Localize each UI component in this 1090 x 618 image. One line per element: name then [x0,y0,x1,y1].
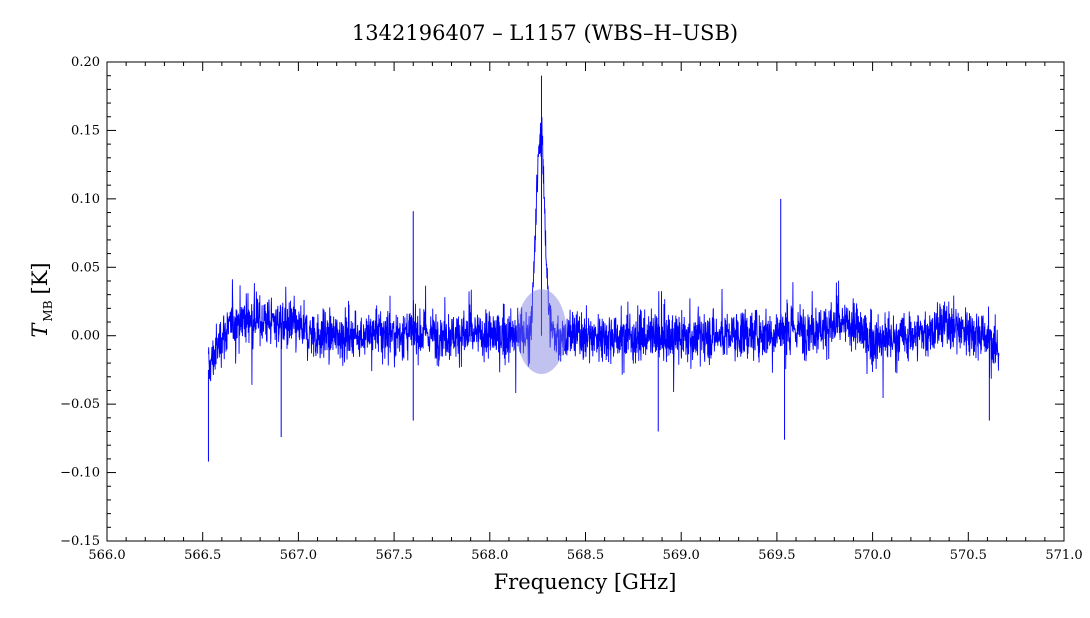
plot-area [207,75,1000,462]
svg-text:TMB[K]: TMB [K] [28,262,55,337]
y-axis-title-subscript: MB [41,300,55,321]
x-tick-label: 568.0 [471,548,508,563]
x-tick-label: 571.0 [1045,548,1082,563]
x-tick-label: 567.0 [280,548,317,563]
x-tick-label: 570.0 [854,548,891,563]
y-tick-label: 0.15 [71,123,100,138]
x-tick-label: 567.5 [375,548,412,563]
plot-frame [106,61,1065,542]
x-tick-label: 566.0 [88,548,125,563]
y-tick-label: 0.00 [71,329,100,344]
y-tick-label: 0.20 [71,55,100,70]
y-axis-title-unit: [K] [28,262,52,294]
chart-title: 1342196407 – L1157 (WBS–H–USB) [352,21,738,45]
x-tick-label: 569.5 [758,548,795,563]
y-tick-label: 0.10 [71,192,100,207]
spectrum-line [207,117,1000,399]
y-axis-title: TMB [K] [28,262,55,337]
x-tick-label: 566.5 [184,548,221,563]
x-tick-label: 569.0 [663,548,700,563]
x-axis: 566.0 566.5 567.0 567.5 568.0 568.5 569.0 569.5… [88,62,1083,563]
x-tick-label: 568.5 [567,548,604,563]
y-tick-label: 0.05 [71,260,100,275]
x-axis-title: Frequency [GHz] [494,570,677,594]
x-tick-label: 570.5 [950,548,987,563]
y-axis: −0.15 −0.10 −0.05 0.00 0.05 0.10 0.15 0.20 [60,55,1064,549]
y-tick-label: −0.15 [60,534,100,549]
y-axis-title-symbol: T [28,322,52,338]
highlight-marker [516,289,567,375]
y-tick-label: −0.10 [60,466,100,481]
y-tick-label: −0.05 [60,397,100,412]
